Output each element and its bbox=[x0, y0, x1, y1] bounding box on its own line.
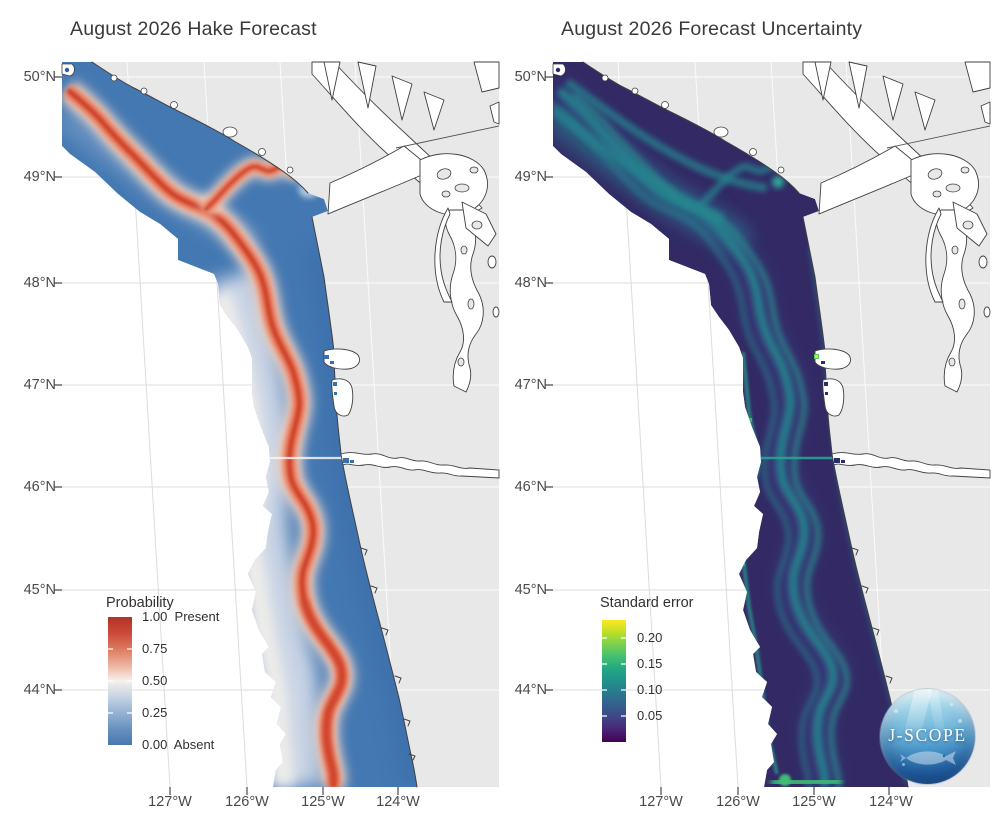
legend-item: 0.00 Absent bbox=[142, 737, 215, 752]
lon-label: 124°W bbox=[376, 794, 420, 810]
lon-label: 125°W bbox=[792, 794, 836, 810]
lat-label: 49°N bbox=[514, 169, 547, 185]
bay-data-cells bbox=[324, 355, 354, 463]
jscope-logo: J-SCOPE bbox=[880, 689, 975, 784]
lat-label: 47°N bbox=[23, 377, 56, 393]
jscope-logo-text: J-SCOPE bbox=[888, 725, 967, 745]
bay-data-cells bbox=[821, 361, 845, 463]
panel-right-map bbox=[545, 61, 991, 795]
lat-label: 45°N bbox=[23, 582, 56, 598]
lat-label: 44°N bbox=[23, 682, 56, 698]
legend-item: 0.50 bbox=[142, 673, 168, 688]
lat-label: 49°N bbox=[23, 169, 56, 185]
title-right: August 2026 Forecast Uncertainty bbox=[561, 18, 863, 40]
title-left: August 2026 Hake Forecast bbox=[70, 18, 317, 40]
lat-label: 46°N bbox=[514, 479, 547, 495]
lon-label: 125°W bbox=[301, 794, 345, 810]
lat-label: 50°N bbox=[514, 69, 547, 85]
legend-item: 0.20 bbox=[637, 630, 663, 645]
lat-label: 46°N bbox=[23, 479, 56, 495]
legend-item: 1.00 Present bbox=[142, 609, 220, 624]
probability-legend-title: Probability bbox=[106, 595, 174, 611]
lat-label: 50°N bbox=[23, 69, 56, 85]
panel-left-map bbox=[54, 61, 500, 795]
yellow-cell bbox=[815, 355, 818, 358]
lon-label: 126°W bbox=[225, 794, 269, 810]
stderr-legend-title: Standard error bbox=[600, 595, 694, 611]
lat-label: 44°N bbox=[514, 682, 547, 698]
lon-label: 127°W bbox=[639, 794, 683, 810]
lat-label: 48°N bbox=[23, 275, 56, 291]
lat-label: 45°N bbox=[514, 582, 547, 598]
fish-icon bbox=[900, 751, 956, 765]
legend-item: 0.05 bbox=[637, 708, 663, 723]
legend-item: 0.75 bbox=[142, 641, 168, 656]
axis-ticks-right-panel bbox=[545, 76, 890, 795]
lat-label: 48°N bbox=[514, 275, 547, 291]
lon-label: 127°W bbox=[148, 794, 192, 810]
legend-item: 0.15 bbox=[637, 656, 663, 671]
lon-label: 124°W bbox=[869, 794, 913, 810]
legend-item: 0.10 bbox=[637, 682, 663, 697]
lon-label: 126°W bbox=[716, 794, 760, 810]
lat-label: 47°N bbox=[514, 377, 547, 393]
legend-item: 0.25 bbox=[142, 705, 168, 720]
axis-ticks-left-panel bbox=[54, 76, 399, 795]
probability-colorbar bbox=[108, 617, 132, 745]
stderr-colorbar bbox=[602, 620, 626, 742]
